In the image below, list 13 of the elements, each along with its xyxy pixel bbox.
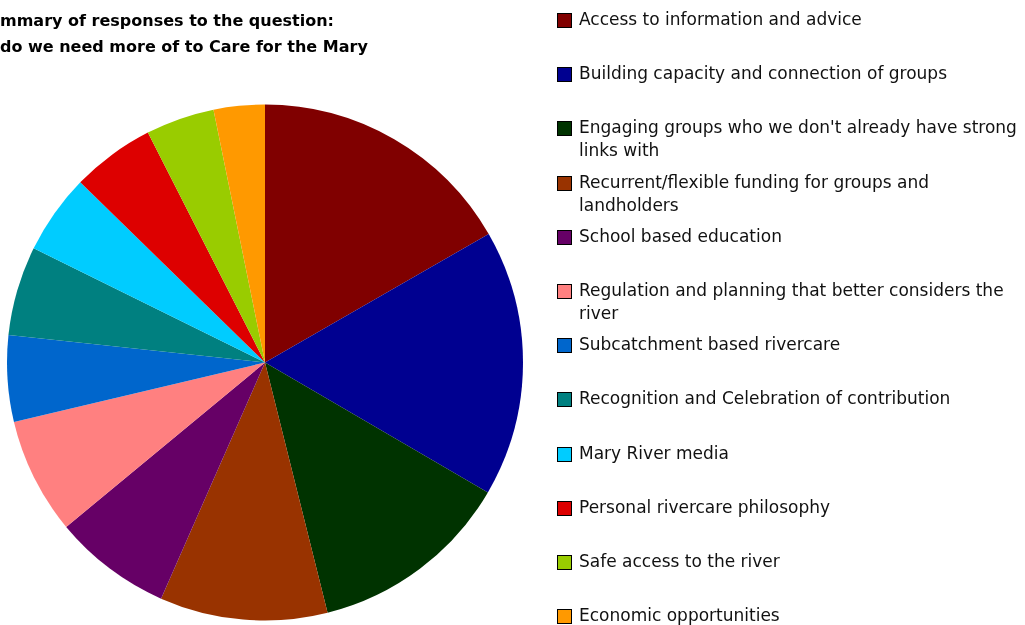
legend-label: Safe access to the river (579, 549, 780, 573)
legend-label: Economic opportunities (579, 604, 780, 625)
legend-label: School based education (579, 224, 782, 248)
legend-label: Recurrent/flexible funding for groups and landholders (579, 170, 930, 217)
legend-label: Mary River media (579, 441, 729, 465)
legend-label: Recognition and Celebration of contribution (579, 387, 951, 411)
legend-label: Regulation and planning that better considers the river (579, 278, 1005, 325)
legend-label: Engaging groups who we don't already have strong links with (579, 116, 1018, 163)
legend-label: Subcatchment based rivercare (579, 333, 841, 357)
legend-label: Personal rivercare philosophy (579, 495, 831, 519)
legend-label: Building capacity and connection of groups (579, 62, 948, 86)
legend-label: Access to information and advice (579, 8, 862, 31)
text: mmary of responses to the question: do we need more of to Care for the Mary (0, 10, 368, 58)
